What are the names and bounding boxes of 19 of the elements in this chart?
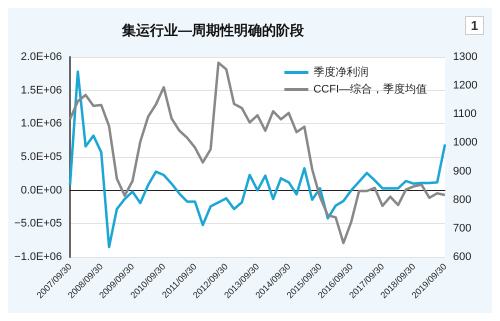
y2-tick-label: 1000 bbox=[453, 136, 478, 149]
y2-tick-label: 600 bbox=[453, 251, 472, 263]
legend-label: CCFI—综合，季度均值 bbox=[313, 82, 428, 96]
legend-label: 季度净利润 bbox=[313, 66, 368, 78]
y-tick-label: 5.0E+05 bbox=[20, 151, 62, 163]
y2-tick-label: 900 bbox=[453, 165, 472, 178]
y2-tick-label: 1200 bbox=[453, 80, 478, 92]
y2-tick-label: 700 bbox=[453, 222, 472, 234]
y2-tick-label: 1300 bbox=[453, 51, 478, 63]
y2-tick-label: 800 bbox=[453, 194, 472, 206]
chart-title: 集运行业—周期性明确的阶段 bbox=[121, 22, 305, 38]
text: 1 bbox=[470, 18, 478, 33]
y-tick-label: 1.0E+06 bbox=[20, 118, 62, 130]
y-tick-label: 1.5E+06 bbox=[20, 84, 62, 96]
y-tick-label: 2.0E+06 bbox=[20, 51, 62, 63]
y-tick-label: −5.0E+05 bbox=[14, 218, 62, 230]
y-tick-label: 0.0E+00 bbox=[20, 184, 62, 196]
y2-tick-label: 1100 bbox=[453, 108, 477, 120]
y-tick-label: −1.0E+06 bbox=[14, 251, 62, 263]
